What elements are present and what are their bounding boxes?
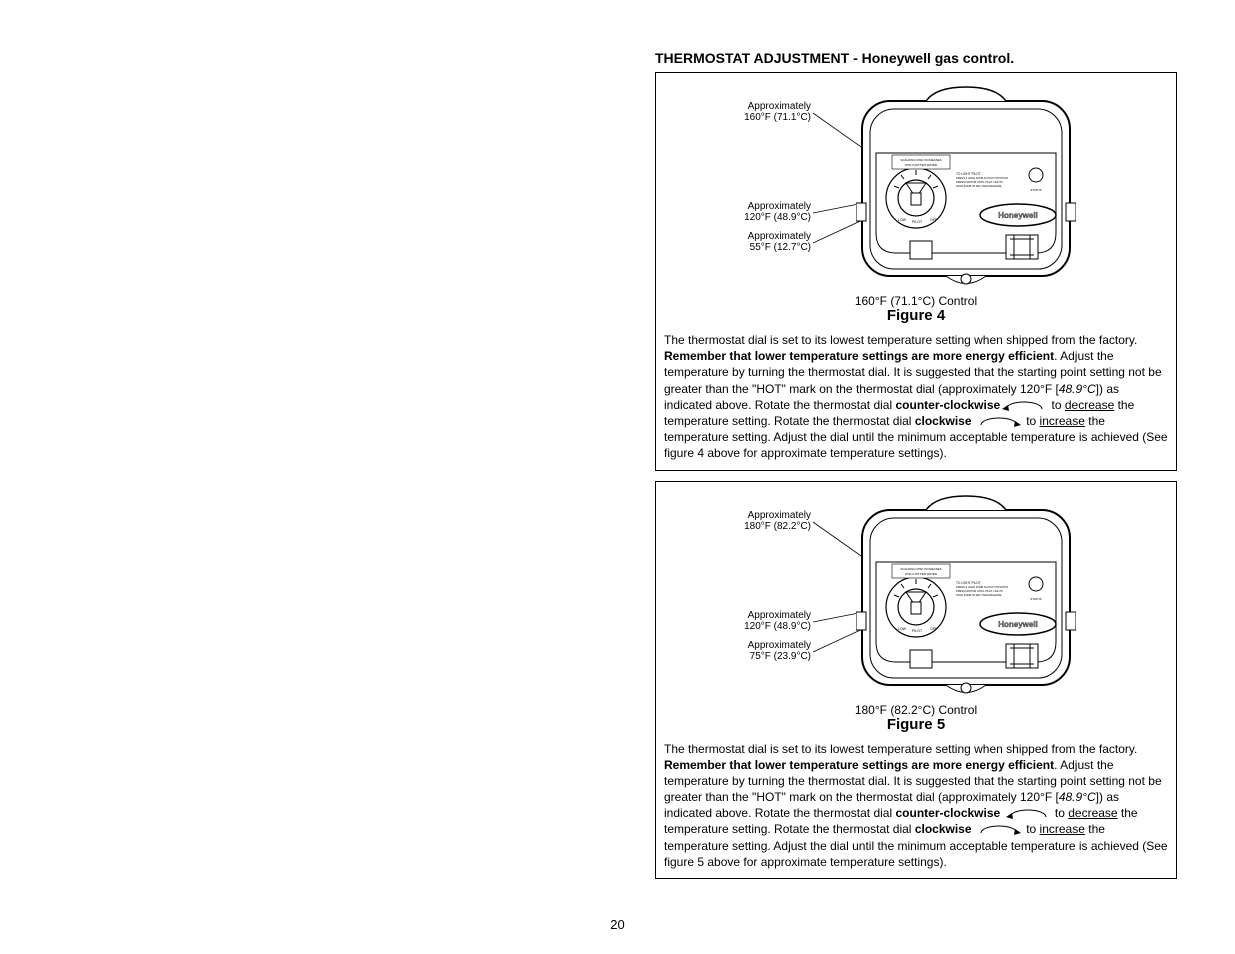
svg-text:LOW: LOW	[898, 218, 907, 222]
svg-text:WITH HOTTER WATER: WITH HOTTER WATER	[905, 163, 938, 167]
page-number: 20	[0, 917, 1235, 932]
fig4-title: Figure 4	[656, 307, 1176, 324]
fig5-title: Figure 5	[656, 716, 1176, 733]
svg-text:TO LIGHT PILOT: TO LIGHT PILOT	[956, 581, 981, 585]
thermostat-device-icon: SCALDING RISK INCREASES WITH HOTTER WATE…	[856, 492, 1076, 707]
svg-text:SCALDING RISK INCREASES: SCALDING RISK INCREASES	[900, 567, 941, 571]
thermostat-device-icon: SCALDING RISK INCREASES WITH HOTTER WATE…	[856, 83, 1076, 298]
svg-text:OFF: OFF	[930, 218, 937, 222]
figure4-diagram: Approximately160°F (71.1°C) Approximatel…	[656, 73, 1176, 328]
svg-text:PRESS & HOLD KNOB IN PILOT POS: PRESS & HOLD KNOB IN PILOT POSITION	[956, 585, 1008, 589]
svg-text:PILOT: PILOT	[912, 629, 923, 633]
cw-arrow-icon	[975, 823, 1023, 837]
svg-text:HOLD KNOB 30 SEC THEN RELEASE: HOLD KNOB 30 SEC THEN RELEASE	[956, 184, 1002, 188]
fig4-control-caption: 160°F (71.1°C) Control	[656, 294, 1176, 308]
svg-text:TO LIGHT PILOT: TO LIGHT PILOT	[956, 172, 981, 176]
svg-text:HOLD KNOB 30 SEC THEN RELEASE: HOLD KNOB 30 SEC THEN RELEASE	[956, 593, 1002, 597]
ccw-arrow-icon	[1004, 807, 1052, 821]
figure5-diagram: Approximately180°F (82.2°C) Approximatel…	[656, 482, 1176, 737]
fig5-control-caption: 180°F (82.2°C) Control	[656, 703, 1176, 717]
svg-text:OFF: OFF	[930, 627, 937, 631]
svg-text:STATUS: STATUS	[1030, 188, 1041, 192]
svg-text:STATUS: STATUS	[1030, 597, 1041, 601]
svg-text:WITH HOTTER WATER: WITH HOTTER WATER	[905, 572, 938, 576]
svg-text:PRESS IGNITOR UNTIL PILOT LIGH: PRESS IGNITOR UNTIL PILOT LIGHTS	[956, 180, 1003, 184]
ccw-arrow-icon	[1000, 399, 1048, 413]
figure-box-4: Approximately160°F (71.1°C) Approximatel…	[655, 72, 1177, 471]
svg-text:PRESS IGNITOR UNTIL PILOT LIGH: PRESS IGNITOR UNTIL PILOT LIGHTS	[956, 589, 1003, 593]
svg-text:SCALDING RISK INCREASES: SCALDING RISK INCREASES	[900, 158, 941, 162]
svg-text:PILOT: PILOT	[912, 220, 923, 224]
svg-text:Honeywell: Honeywell	[998, 620, 1038, 629]
fig4-body-text: The thermostat dial is set to its lowest…	[656, 328, 1176, 470]
cw-arrow-icon	[975, 415, 1023, 429]
svg-text:Honeywell: Honeywell	[998, 211, 1038, 220]
fig5-body-text: The thermostat dial is set to its lowest…	[656, 737, 1176, 879]
svg-text:PRESS & HOLD KNOB IN PILOT POS: PRESS & HOLD KNOB IN PILOT POSITION	[956, 176, 1008, 180]
figure-box-5: Approximately180°F (82.2°C) Approximatel…	[655, 481, 1177, 880]
svg-text:LOW: LOW	[898, 627, 907, 631]
section-heading: THERMOSTAT ADJUSTMENT - Honeywell gas co…	[655, 50, 1175, 66]
content-column: THERMOSTAT ADJUSTMENT - Honeywell gas co…	[655, 50, 1175, 889]
